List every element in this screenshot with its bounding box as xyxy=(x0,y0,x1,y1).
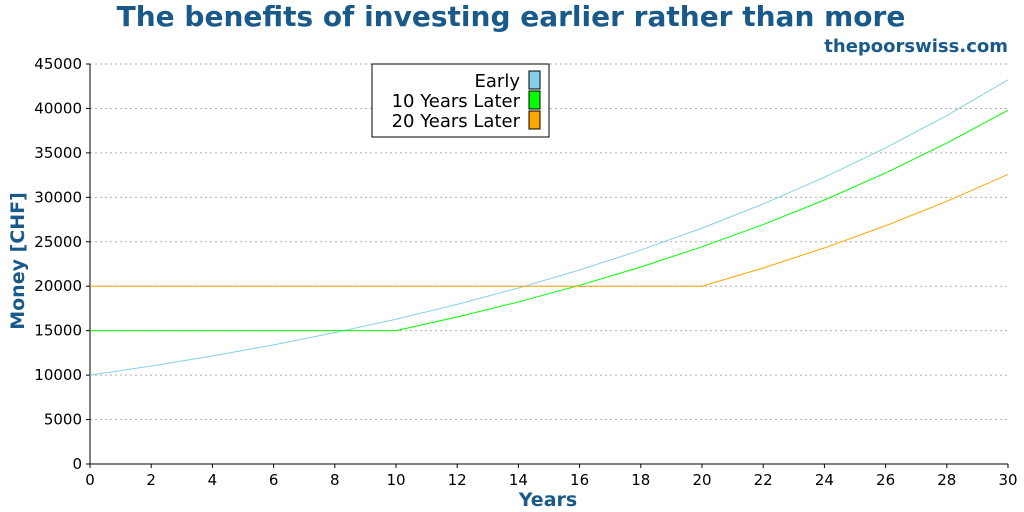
legend-label-20-years-later: 20 Years Later xyxy=(392,111,521,132)
legend-box xyxy=(371,63,550,138)
series-line-10-years-later xyxy=(90,109,1009,332)
legend-label-early: Early xyxy=(475,71,521,92)
axes xyxy=(86,63,1009,468)
y-tick-label: 20000 xyxy=(34,277,82,295)
y-tick-label: 45000 xyxy=(34,55,82,73)
legend-swatch-10-years-later xyxy=(528,90,541,110)
y-tick-label: 10000 xyxy=(34,366,82,384)
x-tick-label: 28 xyxy=(937,471,956,489)
legend-swatch-early xyxy=(528,70,541,90)
series-lines xyxy=(89,79,1009,376)
y-tick-label: 25000 xyxy=(34,233,82,251)
legend-label-10-years-later: 10 Years Later xyxy=(392,91,521,112)
x-tick-label: 24 xyxy=(815,471,834,489)
chart-title: The benefits of investing earlier rather… xyxy=(117,0,906,33)
y-tick-label: 0 xyxy=(72,455,82,473)
x-tick-label: 2 xyxy=(146,471,156,489)
x-tick-label: 6 xyxy=(269,471,279,489)
tick-labels: 0 5000 10000 15000 20000 25000 30000 35000 40000… xyxy=(34,55,1017,489)
x-tick-label: 26 xyxy=(876,471,895,489)
y-tick-label: 40000 xyxy=(34,99,82,117)
x-tick-label: 0 xyxy=(85,471,95,489)
x-axis-label: Years xyxy=(518,489,577,511)
y-tick-label: 5000 xyxy=(44,411,82,429)
y-tick-label: 30000 xyxy=(34,188,82,206)
x-tick-label: 8 xyxy=(330,471,340,489)
y-axis-label: Money [CHF] xyxy=(7,192,29,330)
x-tick-label: 20 xyxy=(692,471,711,489)
x-tick-label: 16 xyxy=(570,471,589,489)
x-tick-label: 14 xyxy=(509,471,528,489)
x-tick-label: 22 xyxy=(754,471,773,489)
x-tick-label: 10 xyxy=(386,471,405,489)
x-tick-label: 4 xyxy=(208,471,218,489)
source-label: thepoorswiss.com xyxy=(824,36,1008,57)
y-tick-label: 15000 xyxy=(34,322,82,340)
series-line-20-years-later xyxy=(90,173,1009,287)
series-line-early xyxy=(89,79,1009,376)
y-tick-label: 35000 xyxy=(34,144,82,162)
x-tick-label: 18 xyxy=(631,471,650,489)
legend-swatch-20-years-later xyxy=(528,110,541,130)
x-tick-label: 30 xyxy=(998,471,1017,489)
x-tick-label: 12 xyxy=(448,471,467,489)
grid-lines xyxy=(90,63,1008,421)
